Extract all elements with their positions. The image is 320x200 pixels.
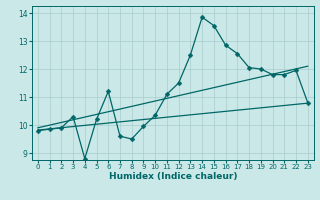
X-axis label: Humidex (Indice chaleur): Humidex (Indice chaleur) xyxy=(108,172,237,181)
